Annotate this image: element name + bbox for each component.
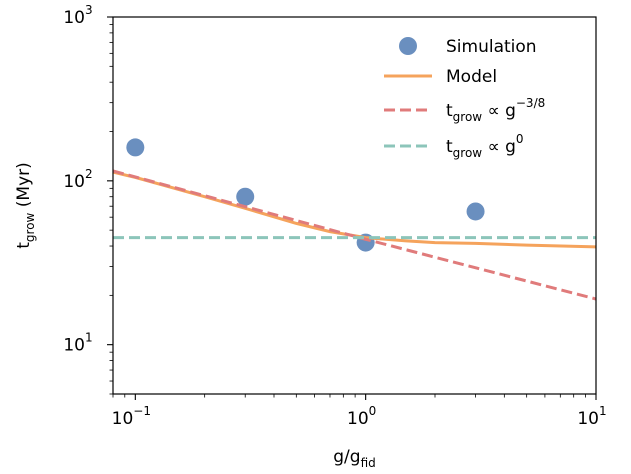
legend-label-base: t [446,101,453,121]
legend-label-base: t [446,137,453,157]
legend-label-0: Simulation [446,37,537,57]
x-axis-label-base: g/g [333,447,360,467]
x-axis-label-sub: fid [361,456,376,470]
y-tick-label: 102 [63,167,92,192]
legend-label-base: Model [446,67,497,87]
x-tick-exponent: −1 [133,404,151,418]
x-tick-exponent: 0 [369,404,377,418]
plot-background [113,17,596,394]
x-tick-label: 100 [347,404,376,429]
axis-labels: g/gfid tgrow (Myr) [14,162,376,470]
legend-label-sup: −3/8 [516,96,545,110]
y-tick-exponent: 1 [85,331,93,345]
legend-label-rest: ∝ g [482,137,516,157]
scatter-point-3 [466,202,485,221]
series-line-2 [113,169,596,301]
x-tick-base: 10 [112,409,134,429]
y-tick-exponent: 2 [85,167,93,181]
legend-label-sub: grow [453,146,483,160]
scatter-point-0 [126,138,145,157]
y-axis-label-sub: grow [23,212,37,242]
y-tick-exponent: 3 [85,3,93,17]
scatter-point-1 [236,187,255,206]
x-axis-label: g/gfid [333,447,376,470]
y-tick-base: 10 [63,8,85,28]
x-tick-base: 10 [577,409,599,429]
x-tick-label: 10−1 [112,404,151,429]
legend-label-1: Model [446,67,497,87]
x-tick-label: 101 [577,404,606,429]
y-tick-base: 10 [63,336,85,356]
legend-label-rest: ∝ g [482,101,516,121]
legend-label-sub: grow [453,110,483,124]
x-tick-exponent: 1 [599,404,607,418]
y-tick-label: 101 [63,331,92,356]
axes-frame [112,16,597,395]
legend-marker-0 [399,37,417,55]
legend-label-2: tgrow ∝ g−3/8 [446,96,545,124]
legend-label-3: tgrow ∝ g0 [446,132,524,160]
series-layer [113,138,596,301]
y-axis-label-base: t [14,242,34,249]
y-axis-label-rest: (Myr) [14,162,34,212]
x-tick-base: 10 [347,409,369,429]
y-axis-label: tgrow (Myr) [14,162,37,249]
y-tick-base: 10 [63,172,85,192]
y-tick-label: 103 [63,3,92,28]
legend-label-base: Simulation [446,37,537,57]
plot-frame [112,16,597,395]
plot-area [113,17,596,394]
legend-label-sup: 0 [516,132,524,146]
